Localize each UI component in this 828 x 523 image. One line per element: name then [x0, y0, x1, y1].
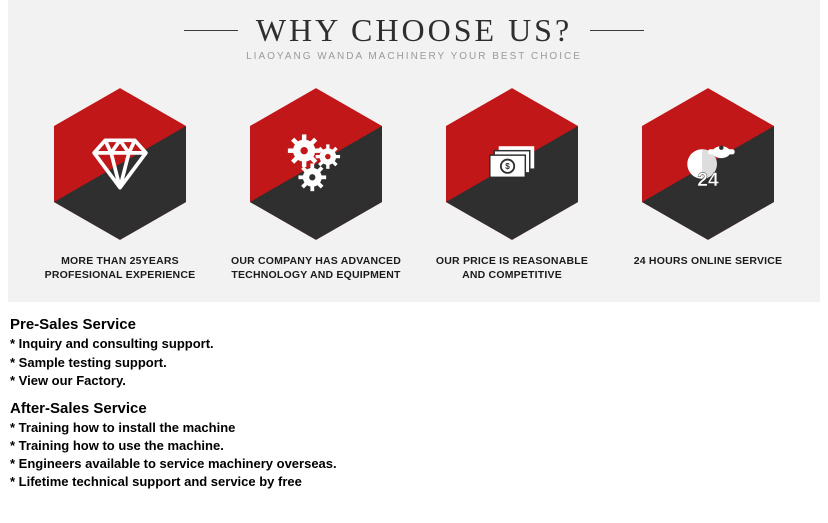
- caption-line: MORE THAN 25YEARS: [32, 254, 208, 268]
- card-experience: MORE THAN 25YEARS PROFESIONAL EXPERIENCE: [32, 88, 208, 282]
- banner-title-row: WHY CHOOSE US?: [8, 12, 820, 49]
- svg-text:$: $: [505, 162, 510, 171]
- card-caption: OUR COMPANY HAS ADVANCED TECHNOLOGY AND …: [228, 254, 404, 282]
- card-technology: OUR COMPANY HAS ADVANCED TECHNOLOGY AND …: [228, 88, 404, 282]
- hexagon-badge: 24: [642, 88, 774, 240]
- after-sales-line: * Lifetime technical support and service…: [10, 473, 818, 491]
- after-sales-title: After-Sales Service: [10, 400, 818, 417]
- hexagon-badge: [54, 88, 186, 240]
- banner-title: WHY CHOOSE US?: [256, 12, 572, 49]
- svg-text:24: 24: [697, 170, 719, 191]
- pre-sales-line: * Inquiry and consulting support.: [10, 335, 818, 353]
- card-caption: OUR PRICE IS REASONABLE AND COMPETITIVE: [424, 254, 600, 282]
- money-icon: $: [446, 88, 578, 240]
- caption-line: AND COMPETITIVE: [424, 268, 600, 282]
- card-price: $ OUR PRICE IS REASONABLE AND COMPETITIV…: [424, 88, 600, 282]
- after-sales-line: * Training how to install the machine: [10, 419, 818, 437]
- services-section: Pre-Sales Service * Inquiry and consulti…: [0, 316, 828, 503]
- after-sales-line: * Training how to use the machine.: [10, 437, 818, 455]
- caption-line: OUR PRICE IS REASONABLE: [424, 254, 600, 268]
- pre-sales-line: * View our Factory.: [10, 372, 818, 390]
- banner-subtitle: LIAOYANG WANDA MACHINERY YOUR BEST CHOIC…: [8, 51, 820, 62]
- feature-cards: MORE THAN 25YEARS PROFESIONAL EXPERIENCE: [8, 88, 820, 282]
- gears-icon: [250, 88, 382, 240]
- why-choose-banner: WHY CHOOSE US? LIAOYANG WANDA MACHINERY …: [8, 0, 820, 302]
- diamond-icon: [54, 88, 186, 240]
- pre-sales-line: * Sample testing support.: [10, 354, 818, 372]
- caption-line: 24 HOURS ONLINE SERVICE: [620, 254, 796, 268]
- title-line-right: [590, 30, 644, 31]
- pre-sales-title: Pre-Sales Service: [10, 316, 818, 333]
- hexagon-badge: $: [446, 88, 578, 240]
- card-caption: 24 HOURS ONLINE SERVICE: [620, 254, 796, 268]
- caption-line: TECHNOLOGY AND EQUIPMENT: [228, 268, 404, 282]
- after-sales-line: * Engineers available to service machine…: [10, 455, 818, 473]
- card-caption: MORE THAN 25YEARS PROFESIONAL EXPERIENCE: [32, 254, 208, 282]
- title-line-left: [184, 30, 238, 31]
- hexagon-badge: [250, 88, 382, 240]
- caption-line: PROFESIONAL EXPERIENCE: [32, 268, 208, 282]
- caption-line: OUR COMPANY HAS ADVANCED: [228, 254, 404, 268]
- card-service: 24 24 HOURS ONLINE SERVICE: [620, 88, 796, 282]
- phone24-icon: 24: [642, 88, 774, 240]
